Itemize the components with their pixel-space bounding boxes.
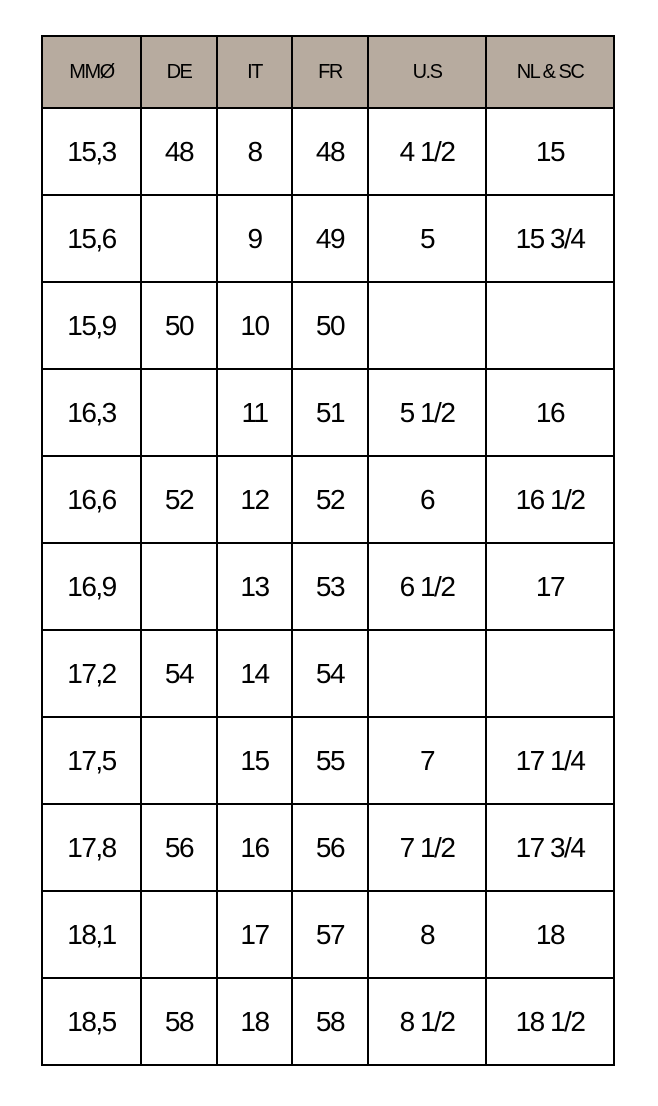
table-row: 17,5 15 55 7 17 1/4 [41,716,615,805]
table-row: 16,6 52 12 52 6 16 1/2 [41,455,615,544]
cell-de: 54 [140,629,218,718]
cell-fr: 57 [291,890,369,979]
cell-mm: 16,6 [41,455,142,544]
cell-fr: 50 [291,281,369,370]
table-row: 17,2 54 14 54 [41,629,615,718]
table-row: 18,5 58 18 58 8 1/2 18 1/2 [41,977,615,1066]
column-header-mm: MMØ [41,35,142,109]
cell-mm: 15,6 [41,194,142,283]
cell-us: 6 1/2 [367,542,487,631]
cell-de: 48 [140,107,218,196]
cell-us: 4 1/2 [367,107,487,196]
cell-mm: 16,3 [41,368,142,457]
cell-nl-sc: 17 1/4 [485,716,615,805]
cell-mm: 18,5 [41,977,142,1066]
cell-it: 16 [216,803,293,892]
cell-mm: 16,9 [41,542,142,631]
cell-us: 8 1/2 [367,977,487,1066]
column-header-fr: FR [291,35,369,109]
cell-nl-sc: 15 3/4 [485,194,615,283]
cell-it: 11 [216,368,293,457]
cell-us: 7 [367,716,487,805]
table-row: 16,3 11 51 5 1/2 16 [41,368,615,457]
column-header-it: IT [216,35,293,109]
cell-nl-sc: 18 1/2 [485,977,615,1066]
cell-fr: 58 [291,977,369,1066]
table-row: 18,1 17 57 8 18 [41,890,615,979]
cell-fr: 54 [291,629,369,718]
cell-us [367,629,487,718]
cell-mm: 17,5 [41,716,142,805]
cell-mm: 17,8 [41,803,142,892]
cell-it: 17 [216,890,293,979]
cell-de [140,890,218,979]
cell-fr: 51 [291,368,369,457]
cell-it: 8 [216,107,293,196]
cell-it: 13 [216,542,293,631]
cell-fr: 56 [291,803,369,892]
cell-nl-sc: 17 3/4 [485,803,615,892]
cell-us: 8 [367,890,487,979]
table-row: 15,3 48 8 48 4 1/2 15 [41,107,615,196]
cell-de [140,542,218,631]
cell-de: 52 [140,455,218,544]
cell-it: 15 [216,716,293,805]
cell-fr: 52 [291,455,369,544]
cell-us: 5 [367,194,487,283]
size-conversion-table: MMØ DE IT FR U.S NL & SC 15,3 48 8 48 4 1/2 15 15,6… [41,35,615,1066]
table-row: 17,8 56 16 56 7 1/2 17 3/4 [41,803,615,892]
cell-fr: 53 [291,542,369,631]
cell-us: 7 1/2 [367,803,487,892]
cell-nl-sc: 17 [485,542,615,631]
cell-it: 12 [216,455,293,544]
header-row: MMØ DE IT FR U.S NL & SC [41,35,615,109]
cell-mm: 17,2 [41,629,142,718]
cell-nl-sc: 16 [485,368,615,457]
cell-mm: 15,3 [41,107,142,196]
cell-de [140,194,218,283]
cell-mm: 18,1 [41,890,142,979]
cell-nl-sc: 15 [485,107,615,196]
cell-de [140,368,218,457]
cell-us [367,281,487,370]
cell-de: 56 [140,803,218,892]
cell-nl-sc: 16 1/2 [485,455,615,544]
cell-it: 14 [216,629,293,718]
cell-nl-sc [485,629,615,718]
cell-fr: 55 [291,716,369,805]
column-header-nl-sc: NL & SC [485,35,615,109]
cell-nl-sc: 18 [485,890,615,979]
cell-de: 50 [140,281,218,370]
cell-nl-sc [485,281,615,370]
cell-mm: 15,9 [41,281,142,370]
table-row: 15,9 50 10 50 [41,281,615,370]
cell-it: 10 [216,281,293,370]
column-header-us: U.S [367,35,487,109]
cell-fr: 49 [291,194,369,283]
cell-it: 18 [216,977,293,1066]
table-row: 16,9 13 53 6 1/2 17 [41,542,615,631]
table-row: 15,6 9 49 5 15 3/4 [41,194,615,283]
cell-fr: 48 [291,107,369,196]
cell-it: 9 [216,194,293,283]
cell-de [140,716,218,805]
cell-de: 58 [140,977,218,1066]
cell-us: 5 1/2 [367,368,487,457]
cell-us: 6 [367,455,487,544]
column-header-de: DE [140,35,218,109]
